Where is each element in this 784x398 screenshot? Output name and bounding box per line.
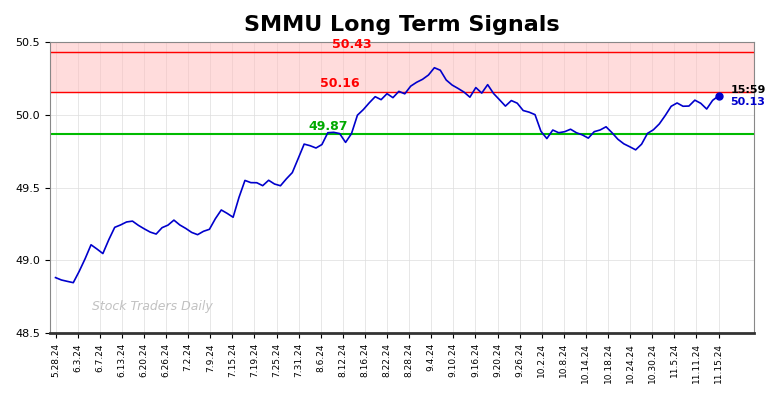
Text: 50.13: 50.13: [731, 97, 765, 107]
Text: 50.16: 50.16: [320, 78, 360, 90]
Text: 49.87: 49.87: [308, 120, 347, 133]
Bar: [49, 52, 754, 92]
Title: SMMU Long Term Signals: SMMU Long Term Signals: [244, 15, 560, 35]
Bar: [49, 42, 754, 52]
Text: Stock Traders Daily: Stock Traders Daily: [92, 300, 212, 313]
Text: 15:59: 15:59: [731, 85, 766, 95]
Text: 50.43: 50.43: [332, 38, 372, 51]
